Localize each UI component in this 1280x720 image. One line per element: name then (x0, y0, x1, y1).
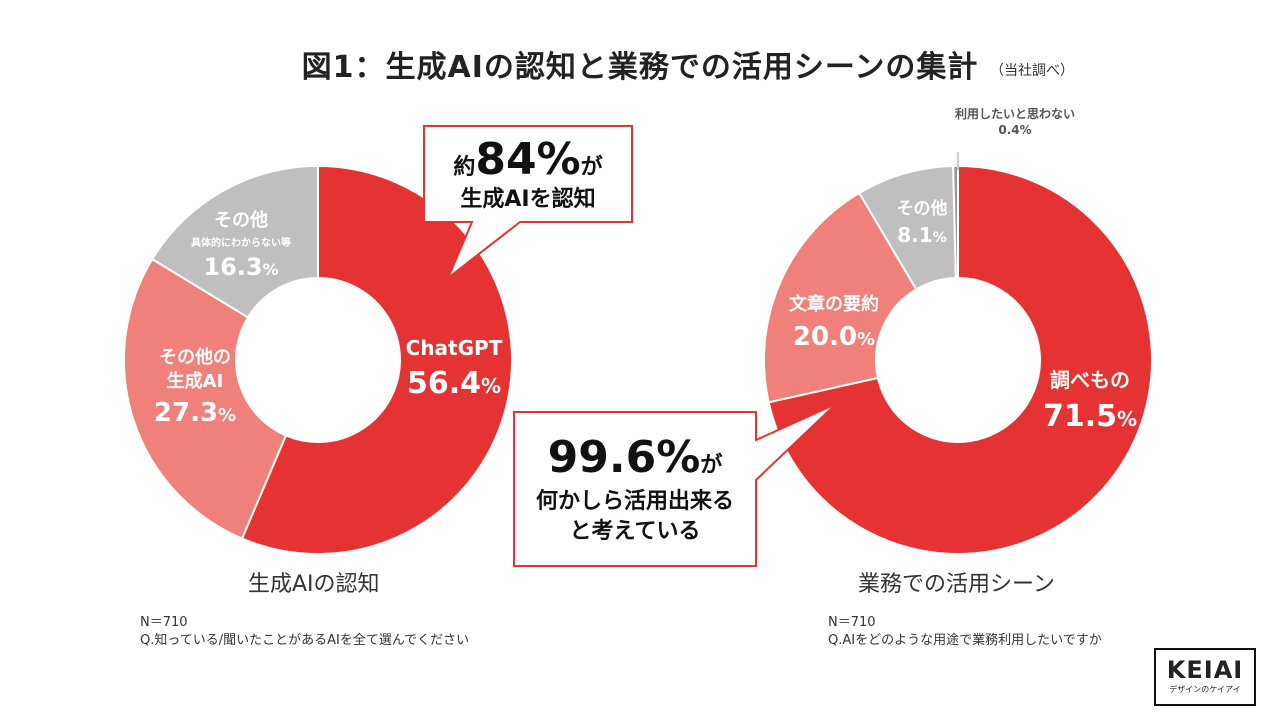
usage-slice-0 (767, 164, 1153, 555)
pct-symbol: % (480, 374, 502, 398)
label-right-other-name: その他 (896, 199, 948, 219)
label-search-name: 調べもの (1050, 368, 1130, 392)
label-nouse-value: 0.4% (998, 123, 1032, 137)
label-summary: 文章の要約 20.0% (774, 290, 894, 352)
label-other-ai-line2: 生成AI (166, 371, 224, 392)
pct-symbol: % (218, 405, 237, 426)
label-chatgpt-name: ChatGPT (405, 336, 503, 360)
callout1-line2: 生成AIを認知 (460, 187, 596, 212)
label-nouse-name: 利用したいと思わない (954, 107, 1075, 121)
page-title: 図1：生成AIの認知と業務での活用シーンの集計 (301, 50, 979, 85)
callout-recognition-text: 約84%が 生成AIを認知 (424, 134, 632, 215)
pct-symbol: % (262, 260, 279, 279)
usage-slice-3 (952, 164, 959, 280)
callout-box-recognition (423, 125, 633, 279)
keiai-logo: KEIAI デザインのケイアイ (1154, 648, 1256, 706)
pct-symbol: % (857, 329, 876, 350)
footer-right-n: N＝710 (828, 615, 876, 630)
callout1-value: 84% (475, 134, 581, 185)
logo-tagline: デザインのケイアイ (1169, 685, 1241, 694)
label-chatgpt-value: 56.4 (406, 366, 481, 401)
callout2-line2: 何かしら活用出来る (535, 489, 734, 514)
callout2-suffix: が (700, 453, 723, 478)
callout2-line3: と考えている (569, 519, 701, 544)
label-search-value: 71.5 (1042, 399, 1117, 434)
footer-left: N＝710 Q.知っている/聞いたことがあるAIを全て選んでください (140, 614, 469, 650)
label-summary-value: 20.0 (792, 322, 858, 352)
footer-right: N＝710 Q.AIをどのような用途で業務利用したいですか (828, 614, 1102, 650)
caption-recognition: 生成AIの認知 (248, 572, 380, 597)
label-other-value: 16.3 (203, 253, 263, 281)
footer-left-q: Q.知っている/聞いたことがあるAIを全て選んでください (140, 633, 470, 648)
recognition-slice-2 (150, 164, 319, 319)
label-nouse: 利用したいと思わない 0.4% (930, 106, 1100, 138)
callout-usage-text: 99.6%が 何かしら活用出来る と考えている (514, 432, 756, 547)
label-other-ai-value: 27.3 (153, 398, 219, 428)
pie-chart-recognition (123, 164, 513, 555)
label-right-other-value: 8.1 (897, 223, 933, 247)
callout-box-usage (513, 403, 837, 567)
label-other-ai: その他の 生成AI 27.3% (140, 346, 250, 428)
pie-chart-usage (763, 164, 1153, 555)
label-right-other: その他 8.1% (880, 194, 964, 247)
label-search: 調べもの 71.5% (1030, 364, 1150, 434)
callout1-prefix: 約 (453, 155, 476, 180)
recognition-slice-1 (123, 257, 288, 540)
label-summary-name: 文章の要約 (789, 294, 879, 315)
source-note: （当社調べ） (990, 63, 1074, 79)
label-other-sub: 具体的にわからない等 (191, 238, 291, 249)
label-chatgpt: ChatGPT 56.4% (398, 336, 510, 401)
usage-slice-1 (763, 191, 918, 404)
label-other-unknown: その他 具体的にわからない等 16.3% (176, 206, 306, 281)
pct-symbol: % (932, 230, 947, 246)
callout1-suffix: が (580, 155, 603, 180)
caption-usage: 業務での活用シーン (858, 572, 1055, 597)
callout2-value: 99.6% (547, 432, 701, 483)
footer-left-n: N＝710 (140, 615, 188, 630)
label-other-ai-line1: その他の (159, 347, 231, 368)
footer-right-q: Q.AIをどのような用途で業務利用したいですか (828, 633, 1102, 648)
pct-symbol: % (1116, 407, 1138, 431)
label-other-line1: その他 (214, 210, 268, 231)
logo-brand: KEIAI (1166, 656, 1244, 684)
